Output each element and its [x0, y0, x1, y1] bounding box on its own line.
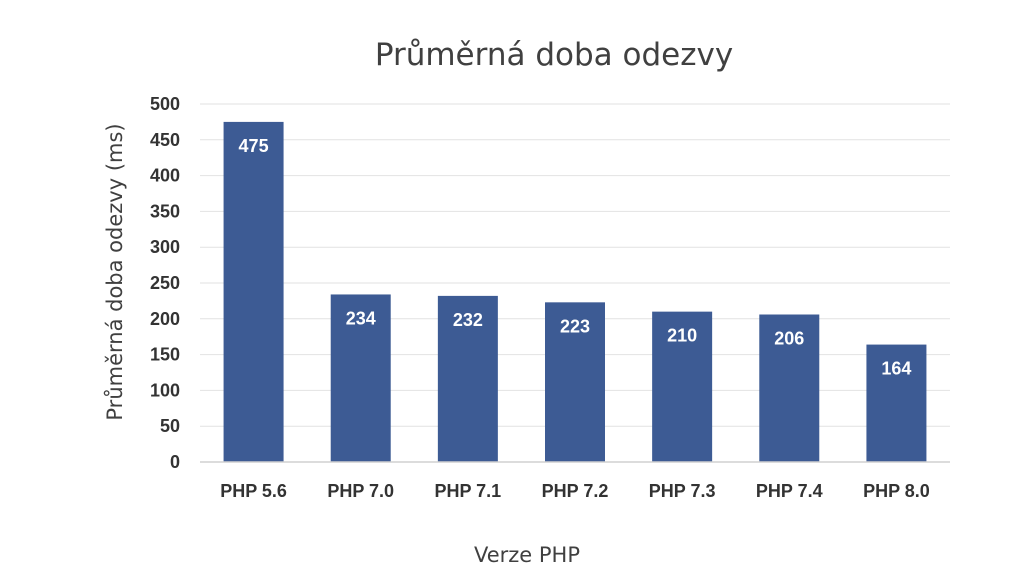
x-axis-label: Verze PHP [474, 543, 580, 567]
y-tick-label: 200 [150, 309, 180, 329]
data-label: 232 [453, 310, 483, 330]
x-tick-label: PHP 5.6 [220, 481, 287, 501]
y-axis-ticks: 0 50 100 150 200 250 300 350 400 450 500 [150, 94, 180, 472]
bars [223, 121, 927, 463]
y-tick-label: 450 [150, 130, 180, 150]
y-tick-label: 50 [160, 416, 180, 436]
bar [437, 295, 498, 462]
x-tick-label: PHP 7.2 [542, 481, 609, 501]
gridlines [200, 103, 950, 427]
x-tick-label: PHP 7.4 [756, 481, 823, 501]
x-axis-ticks: PHP 5.6 PHP 7.0 PHP 7.1 PHP 7.2 PHP 7.3 PHP 7… [220, 481, 930, 501]
y-tick-label: 250 [150, 273, 180, 293]
x-tick-label: PHP 7.3 [649, 481, 716, 501]
y-tick-label: 100 [150, 380, 180, 400]
data-labels: 475 234 232 223 210 206 164 [239, 136, 912, 379]
x-tick-label: PHP 7.1 [434, 481, 501, 501]
bar [223, 121, 284, 463]
x-tick-label: PHP 8.0 [863, 481, 930, 501]
chart-title: Průměrná doba odezvy [375, 37, 733, 73]
bar [652, 311, 713, 462]
bar [866, 344, 927, 462]
x-tick-label: PHP 7.0 [327, 481, 394, 501]
y-tick-label: 150 [150, 345, 180, 365]
data-label: 234 [346, 308, 376, 328]
bar [330, 294, 391, 462]
data-label: 210 [667, 326, 697, 346]
y-tick-label: 350 [150, 201, 180, 221]
data-label: 475 [239, 136, 269, 156]
y-tick-label: 0 [170, 452, 180, 472]
y-tick-label: 400 [150, 166, 180, 186]
data-label: 206 [774, 329, 804, 349]
y-axis-label: Průměrná doba odezvy (ms) [103, 123, 127, 420]
bar [759, 314, 820, 462]
y-tick-label: 300 [150, 237, 180, 257]
data-label: 223 [560, 316, 590, 336]
bar [545, 302, 605, 462]
y-tick-label: 500 [150, 94, 180, 114]
data-label: 164 [881, 359, 911, 379]
